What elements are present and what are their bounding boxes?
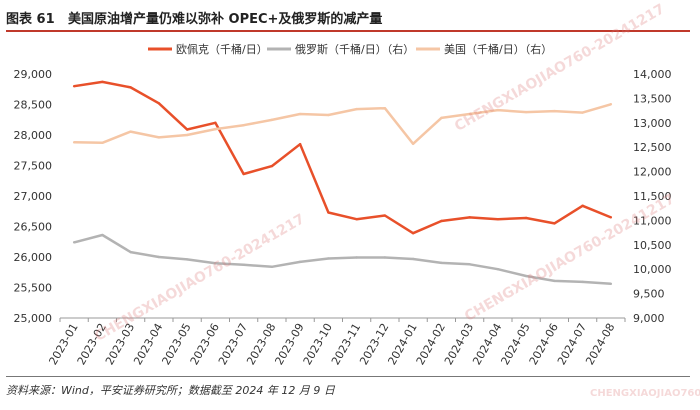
data-point: [609, 103, 613, 106]
data-point: [242, 124, 245, 127]
data-point: [129, 250, 132, 254]
right-tick-label: 12,500: [633, 141, 672, 154]
right-tick-label: 10,000: [633, 263, 672, 276]
data-point: [72, 141, 76, 144]
chart-svg: 25,000 25,500 26,000 26,500 27,000 27,500 28,0…: [14, 42, 672, 367]
data-point: [327, 211, 330, 214]
data-point: [327, 113, 330, 117]
left-tick-label: 29,000: [14, 68, 53, 81]
data-point: [242, 172, 245, 176]
left-tick-label: 26,000: [14, 251, 53, 264]
data-point: [355, 107, 358, 111]
data-point: [214, 127, 217, 131]
left-tick-label: 25,000: [14, 312, 53, 325]
data-point: [581, 111, 584, 114]
data-point: [298, 112, 302, 116]
figure-number: 图表 61: [6, 12, 55, 27]
series-line-2: [74, 103, 612, 146]
data-point: [355, 217, 358, 221]
legend-label: 欧佩克（千桶/日）: [176, 42, 268, 56]
watermark: CHENGXIAOJIAO760: [590, 388, 700, 399]
right-tick-label: 14,000: [633, 68, 672, 81]
data-point: [157, 255, 161, 259]
data-point: [524, 216, 528, 220]
data-point: [383, 214, 387, 217]
data-point: [581, 280, 584, 284]
data-point: [524, 110, 528, 114]
data-point: [468, 112, 471, 116]
source-note: 资料来源：Wind，平安证券研究所；数据截至 2024 年 12 月 9 日: [6, 384, 335, 397]
data-point: [270, 164, 274, 168]
right-tick-label: 13,000: [633, 117, 672, 130]
legend-label: 美国（千桶/日）（右）: [444, 42, 552, 56]
right-tick-label: 11,000: [633, 214, 672, 227]
data-point: [524, 274, 528, 278]
source-rule: [6, 376, 690, 377]
data-point: [553, 109, 556, 113]
data-point: [468, 216, 471, 219]
data-point: [383, 106, 387, 110]
chart-title: 美国原油增产量仍难以弥补 OPEC+及俄罗斯的减产量: [68, 12, 383, 27]
title-bar: 图表 61 美国原油增产量仍难以弥补 OPEC+及俄罗斯的减产量: [6, 6, 690, 27]
data-point: [242, 263, 245, 267]
data-point: [581, 204, 584, 207]
legend-label: 俄罗斯（千桶/日）（右）: [295, 42, 414, 56]
data-point: [496, 268, 500, 271]
right-tick-label: 13,500: [633, 92, 672, 105]
data-point: [185, 133, 189, 137]
series-line-0: [73, 80, 612, 235]
left-tick-label: 28,000: [14, 129, 53, 142]
right-tick-label: 10,500: [633, 239, 672, 252]
data-point: [440, 116, 443, 120]
data-point: [129, 130, 132, 133]
data-point: [609, 216, 613, 219]
data-point: [157, 136, 161, 139]
data-point: [355, 256, 358, 259]
left-tick-label: 27,500: [14, 160, 53, 173]
data-point: [298, 142, 302, 146]
left-tick-label: 27,000: [14, 190, 53, 203]
data-point: [72, 85, 76, 88]
data-point: [468, 263, 471, 266]
data-point: [553, 279, 556, 283]
data-point: [327, 257, 330, 260]
data-point: [496, 108, 500, 112]
data-point: [185, 258, 189, 261]
data-point: [496, 217, 500, 221]
data-point: [101, 233, 104, 237]
data-point: [383, 256, 387, 259]
data-point: [270, 118, 274, 122]
chart-area: 25,000 25,500 26,000 26,500 27,000 27,500 28,0…: [0, 32, 700, 374]
left-tick-label: 26,500: [14, 221, 53, 234]
data-point: [157, 102, 161, 105]
data-point: [214, 262, 217, 265]
right-tick-label: 9,000: [633, 312, 665, 325]
title-rule: [6, 30, 690, 32]
data-point: [270, 265, 274, 268]
series-line-1: [73, 233, 611, 286]
data-point: [298, 260, 302, 264]
left-tick-label: 25,500: [14, 282, 53, 295]
data-point: [101, 141, 104, 145]
data-point: [185, 128, 189, 131]
data-point: [214, 121, 217, 125]
data-point: [101, 80, 104, 84]
data-point: [440, 219, 443, 223]
right-tick-label: 9,500: [633, 288, 665, 301]
left-tick-label: 28,500: [14, 99, 53, 112]
data-point: [411, 142, 415, 145]
data-point: [72, 241, 76, 244]
data-point: [411, 257, 415, 261]
data-point: [553, 222, 556, 225]
data-point: [411, 232, 415, 235]
data-point: [129, 86, 132, 89]
right-tick-label: 12,000: [633, 166, 672, 179]
data-point: [609, 282, 613, 286]
right-tick-label: 11,500: [633, 190, 672, 203]
data-point: [440, 261, 443, 265]
